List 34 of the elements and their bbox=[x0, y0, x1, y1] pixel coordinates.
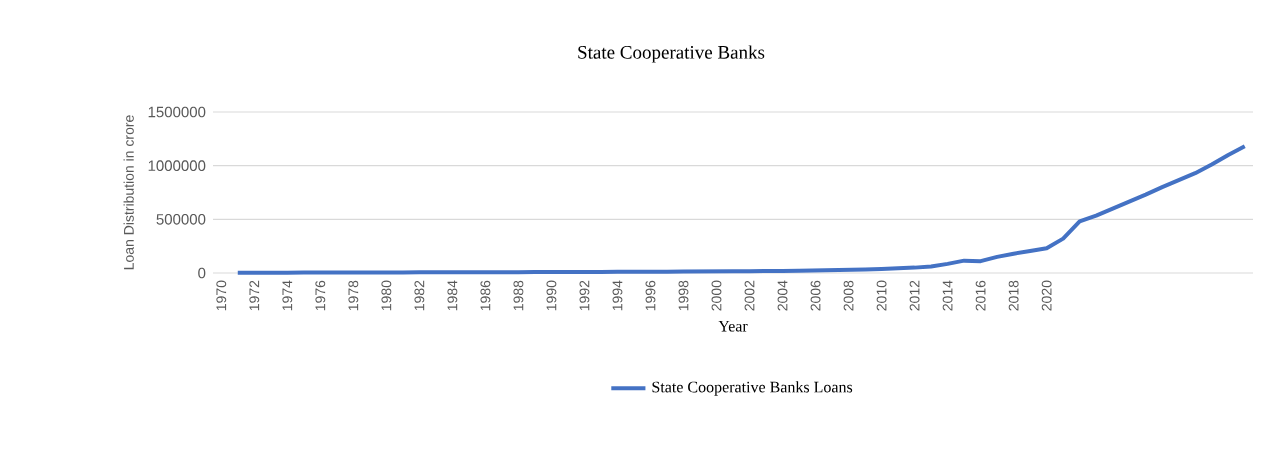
y-tick-label: 0 bbox=[198, 267, 206, 279]
chart-title: State Cooperative Banks bbox=[578, 45, 765, 63]
x-tick-label: 1982 bbox=[414, 280, 425, 311]
x-tick-label: 2010 bbox=[876, 280, 887, 311]
x-tick-label: 2012 bbox=[909, 280, 920, 311]
x-tick-label: 2002 bbox=[744, 280, 755, 311]
y-tick-label: 1000000 bbox=[148, 160, 206, 171]
x-tick-label: 2008 bbox=[843, 280, 854, 311]
x-tick-label: 2016 bbox=[975, 280, 986, 311]
x-tick-label: 2004 bbox=[777, 280, 788, 311]
x-tick-label: 1990 bbox=[546, 280, 557, 311]
y-tick-label: 1500000 bbox=[148, 106, 206, 118]
x-tick-label: 2000 bbox=[711, 280, 722, 311]
y-axis-title: Loan Distribution in crore bbox=[123, 115, 134, 270]
y-tick-label: 500000 bbox=[156, 214, 206, 225]
x-tick-label: 1974 bbox=[282, 280, 293, 311]
legend-label: State Cooperative Banks Loans bbox=[652, 381, 853, 396]
x-tick-label: 1972 bbox=[249, 280, 260, 311]
x-tick-label: 2014 bbox=[942, 280, 953, 311]
x-tick-label: 1998 bbox=[678, 280, 689, 311]
x-tick-label: 1980 bbox=[381, 280, 392, 311]
x-tick-label: 1976 bbox=[315, 280, 326, 311]
x-tick-label: 2006 bbox=[810, 280, 821, 311]
x-tick-label: 1994 bbox=[612, 280, 623, 311]
x-axis-title: Year bbox=[718, 320, 748, 332]
x-tick-label: 1992 bbox=[579, 280, 590, 311]
x-tick-label: 1996 bbox=[645, 280, 656, 311]
x-tick-label: 2020 bbox=[1041, 280, 1052, 311]
x-tick-label: 1984 bbox=[447, 280, 458, 311]
x-tick-label: 1978 bbox=[348, 280, 359, 311]
x-tick-label: 1986 bbox=[480, 280, 491, 311]
x-tick-label: 2018 bbox=[1008, 280, 1019, 311]
x-tick-label: 1970 bbox=[216, 280, 227, 311]
x-tick-label: 1988 bbox=[513, 280, 524, 311]
